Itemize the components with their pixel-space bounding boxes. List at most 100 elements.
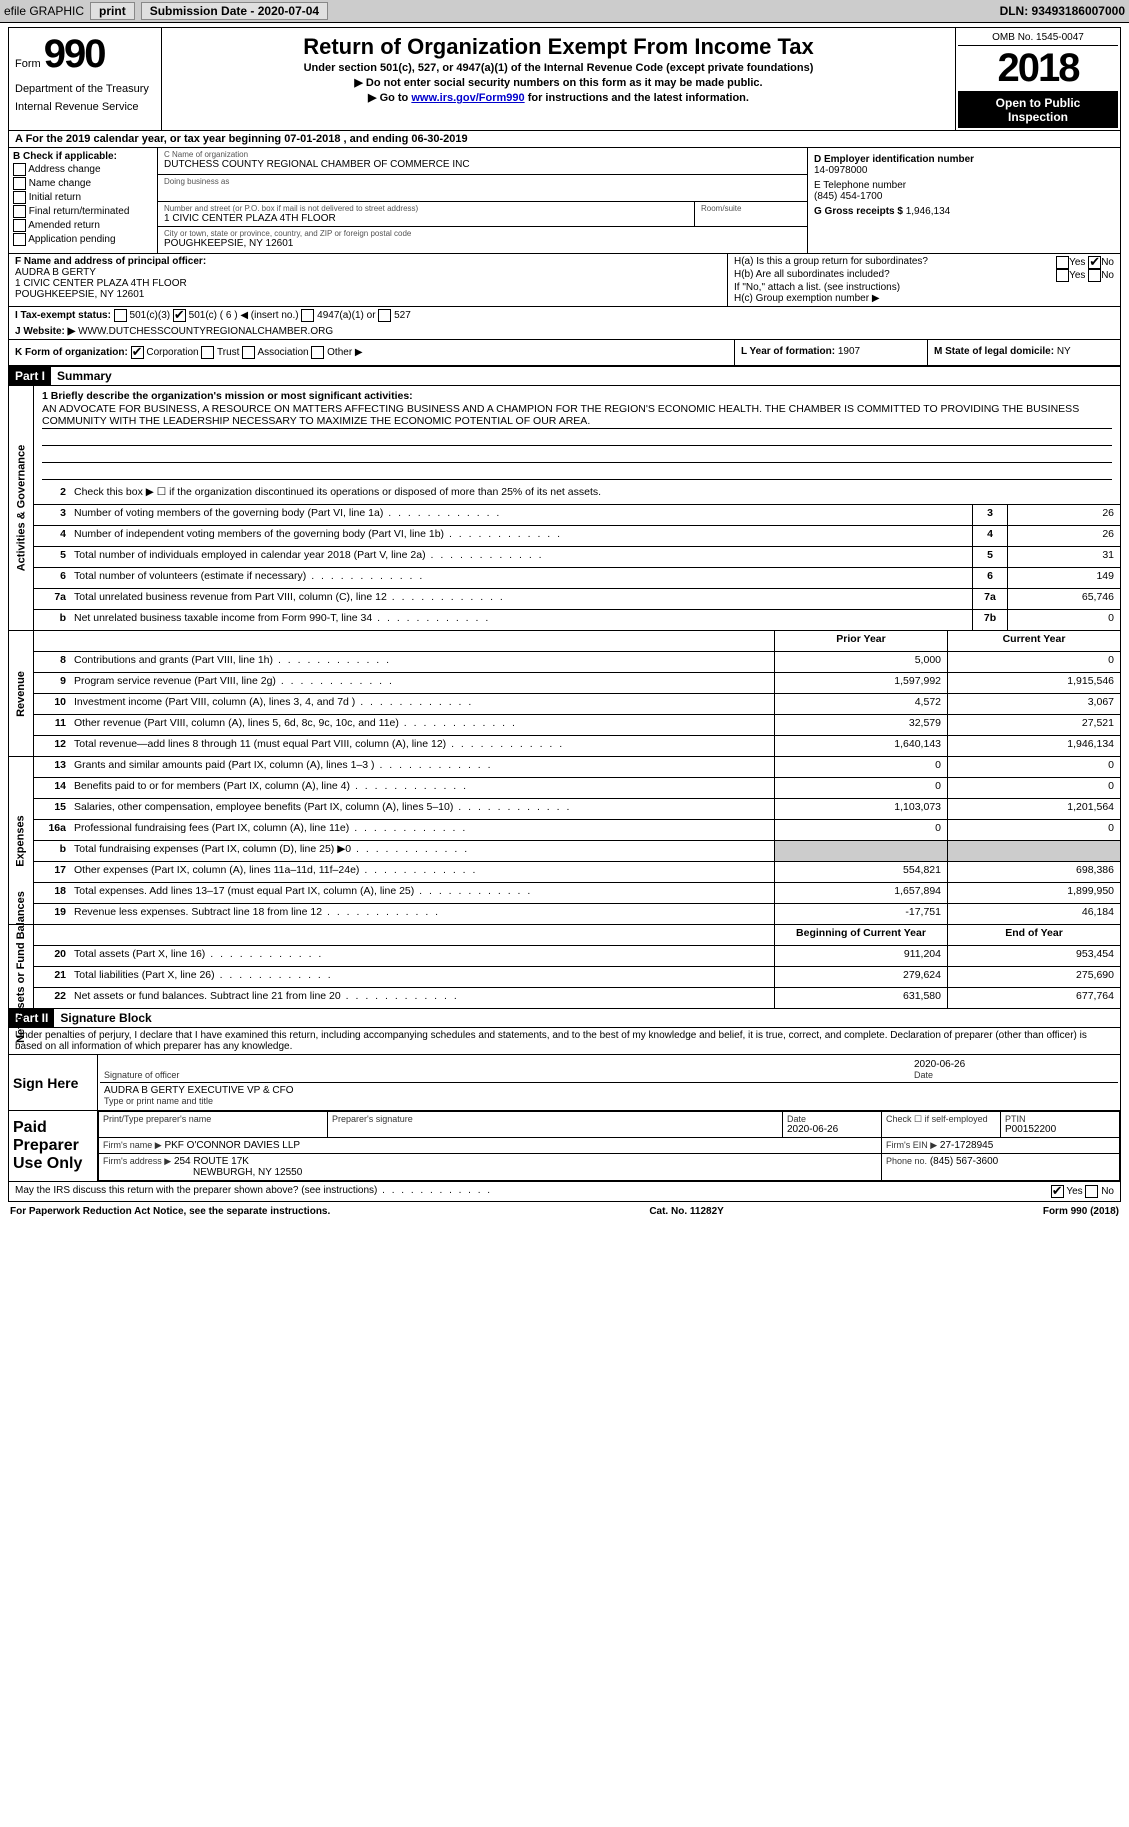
section-h: H(a) Is this a group return for subordin… — [728, 254, 1120, 306]
summary-line: 5Total number of individuals employed in… — [34, 547, 1120, 568]
hb-note: If "No," attach a list. (see instruction… — [734, 282, 1114, 293]
officer-addr2: POUGHKEEPSIE, NY 12601 — [15, 289, 721, 300]
prep-date-value: 2020-06-26 — [787, 1124, 877, 1135]
year-formation-value: 1907 — [838, 346, 860, 357]
sig-date-label: Date — [914, 1070, 1114, 1080]
tax-year: 2018 — [958, 46, 1118, 92]
cb-501c[interactable] — [173, 309, 186, 322]
cb-initial-return[interactable] — [13, 191, 26, 204]
cb-other[interactable] — [311, 346, 324, 359]
hc-label: H(c) Group exemption number ▶ — [734, 293, 1114, 304]
officer-type-sublabel: Type or print name and title — [104, 1096, 1114, 1106]
cb-corporation[interactable] — [131, 346, 144, 359]
submission-date-button[interactable]: Submission Date - 2020-07-04 — [141, 2, 328, 20]
cb-name-change[interactable] — [13, 177, 26, 190]
col-current-year: Current Year — [947, 631, 1120, 651]
cb-trust[interactable] — [201, 346, 214, 359]
col-prior-year: Prior Year — [774, 631, 947, 651]
summary-line: 11Other revenue (Part VIII, column (A), … — [34, 715, 1120, 736]
summary-line: 17Other expenses (Part IX, column (A), l… — [34, 862, 1120, 883]
phone-value: (845) 454-1700 — [814, 191, 1114, 202]
summary-line: 20Total assets (Part X, line 16)911,2049… — [34, 946, 1120, 967]
q2-text: Check this box ▶ ☐ if the organization d… — [70, 484, 1120, 504]
jurat-text: Under penalties of perjury, I declare th… — [8, 1028, 1121, 1055]
firm-addr-label: Firm's address ▶ — [103, 1156, 171, 1166]
cb-501c3[interactable] — [114, 309, 127, 322]
website-label: J Website: ▶ — [15, 326, 75, 337]
officer-name: AUDRA B GERTY — [15, 267, 721, 278]
ha-yes[interactable] — [1056, 256, 1069, 269]
footer-right: Form 990 (2018) — [1043, 1206, 1119, 1217]
dba-label: Doing business as — [164, 177, 801, 186]
prep-name-label: Print/Type preparer's name — [103, 1114, 323, 1124]
inspection-line2: Inspection — [960, 110, 1116, 124]
firm-addr1: 254 ROUTE 17K — [174, 1156, 249, 1167]
hb-yes[interactable] — [1056, 269, 1069, 282]
omb-number: OMB No. 1545-0047 — [958, 30, 1118, 46]
cb-final-return[interactable] — [13, 205, 26, 218]
dln-label: DLN: 93493186007000 — [1000, 4, 1125, 18]
cb-527[interactable] — [378, 309, 391, 322]
sign-here-label: Sign Here — [9, 1055, 98, 1110]
prep-sig-label: Preparer's signature — [332, 1114, 778, 1124]
part2-title: Signature Block — [54, 1009, 157, 1027]
discuss-no[interactable] — [1085, 1185, 1098, 1198]
summary-line: 19Revenue less expenses. Subtract line 1… — [34, 904, 1120, 924]
section-c: C Name of organization DUTCHESS COUNTY R… — [158, 148, 807, 253]
inspection-line1: Open to Public — [960, 96, 1116, 110]
summary-line: 9Program service revenue (Part VIII, lin… — [34, 673, 1120, 694]
discuss-yes[interactable] — [1051, 1185, 1064, 1198]
summary-line: 12Total revenue—add lines 8 through 11 (… — [34, 736, 1120, 756]
name-label: C Name of organization — [164, 150, 801, 159]
firm-ein-label: Firm's EIN ▶ — [886, 1140, 937, 1150]
section-b: B Check if applicable: Address change Na… — [9, 148, 158, 253]
cb-4947[interactable] — [301, 309, 314, 322]
part1-title: Summary — [51, 367, 118, 385]
firm-ein-value: 27-1728945 — [940, 1140, 993, 1151]
footer-left: For Paperwork Reduction Act Notice, see … — [10, 1206, 330, 1217]
sig-date-value: 2020-06-26 — [914, 1059, 1114, 1070]
form-org-label: K Form of organization: — [15, 347, 128, 358]
cb-application-pending[interactable] — [13, 233, 26, 246]
mission-text: AN ADVOCATE FOR BUSINESS, A RESOURCE ON … — [42, 402, 1112, 429]
street-value: 1 CIVIC CENTER PLAZA 4TH FLOOR — [164, 213, 688, 224]
domicile-label: M State of legal domicile: — [934, 346, 1054, 357]
ein-value: 14-0978000 — [814, 165, 1114, 176]
cb-address-change[interactable] — [13, 163, 26, 176]
form-prefix: Form — [15, 58, 41, 70]
ein-label: D Employer identification number — [814, 154, 1114, 165]
form990-link[interactable]: www.irs.gov/Form990 — [411, 92, 524, 104]
phone-label: E Telephone number — [814, 180, 1114, 191]
form-title: Return of Organization Exempt From Incom… — [168, 34, 949, 60]
officer-typed-name: AUDRA B GERTY EXECUTIVE VP & CFO — [104, 1085, 1114, 1096]
footer-mid: Cat. No. 11282Y — [649, 1206, 723, 1217]
goto-prefix: ▶ Go to — [368, 92, 411, 104]
ha-label: H(a) Is this a group return for subordin… — [734, 256, 928, 269]
vlabel-revenue: Revenue — [9, 631, 34, 756]
efile-label: efile GRAPHIC — [4, 4, 84, 18]
summary-line: 15Salaries, other compensation, employee… — [34, 799, 1120, 820]
city-label: City or town, state or province, country… — [164, 229, 801, 238]
dept-treasury: Department of the Treasury — [15, 83, 155, 95]
cb-amended-return[interactable] — [13, 219, 26, 232]
paid-preparer-label: Paid Preparer Use Only — [9, 1111, 98, 1181]
summary-line: 18Total expenses. Add lines 13–17 (must … — [34, 883, 1120, 904]
city-value: POUGHKEEPSIE, NY 12601 — [164, 238, 801, 249]
summary-line: bNet unrelated business taxable income f… — [34, 610, 1120, 630]
firm-phone-label: Phone no. — [886, 1156, 927, 1166]
summary-line: 10Investment income (Part VIII, column (… — [34, 694, 1120, 715]
hb-label: H(b) Are all subordinates included? — [734, 269, 890, 282]
print-button[interactable]: print — [90, 2, 135, 20]
col-begin-year: Beginning of Current Year — [774, 925, 947, 945]
hb-no[interactable] — [1088, 269, 1101, 282]
part1-header: Part I — [9, 367, 51, 385]
goto-suffix: for instructions and the latest informat… — [528, 92, 749, 104]
domicile-value: NY — [1057, 346, 1071, 357]
street-label: Number and street (or P.O. box if mail i… — [164, 204, 688, 213]
discuss-text: May the IRS discuss this return with the… — [15, 1185, 492, 1198]
summary-line: 7aTotal unrelated business revenue from … — [34, 589, 1120, 610]
ha-no[interactable] — [1088, 256, 1101, 269]
cb-association[interactable] — [242, 346, 255, 359]
form-subtitle: Under section 501(c), 527, or 4947(a)(1)… — [168, 62, 949, 74]
summary-line: bTotal fundraising expenses (Part IX, co… — [34, 841, 1120, 862]
